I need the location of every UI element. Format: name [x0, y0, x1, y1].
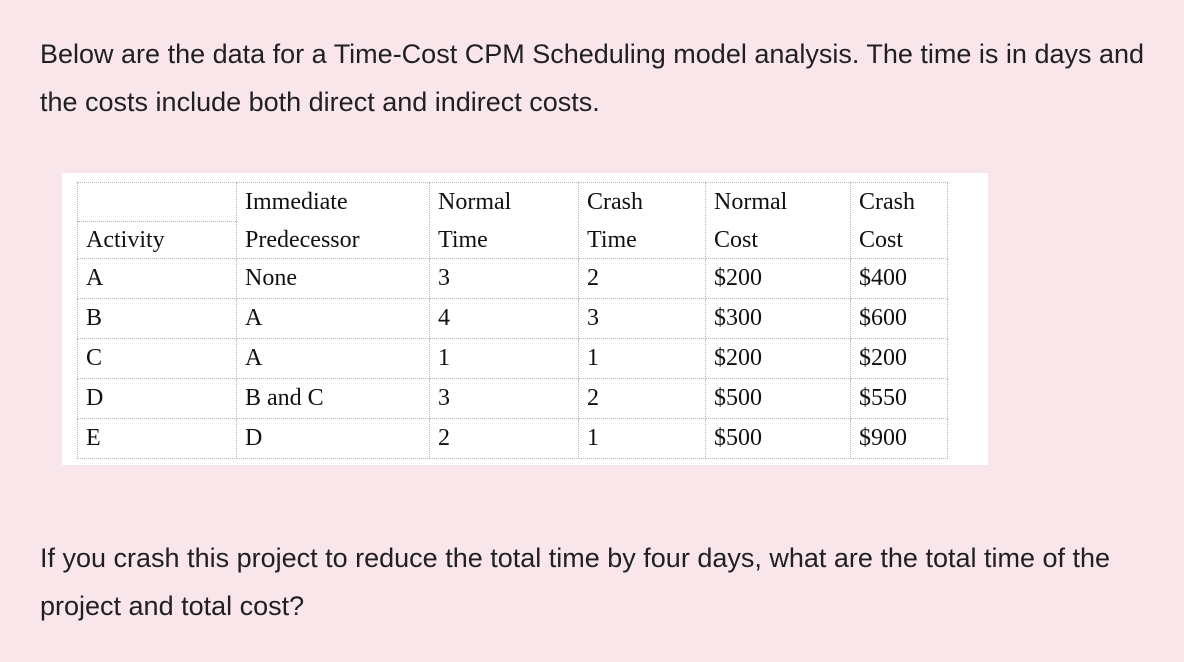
cell-predecessor: A [236, 338, 430, 379]
header-normal-cost: Cost [705, 221, 851, 259]
cell-normal-cost: $300 [705, 298, 851, 339]
cell-crash-cost: $200 [850, 338, 948, 379]
table-row: C A 1 1 $200 $200 [77, 338, 948, 379]
cell-normal-time: 2 [429, 418, 579, 459]
cell-normal-cost: $200 [705, 338, 851, 379]
cell-crash-cost: $900 [850, 418, 948, 459]
cell-crash-time: 1 [578, 338, 706, 379]
cell-activity: B [77, 298, 237, 339]
cell-normal-time: 3 [429, 258, 579, 299]
data-table-image: Immediate Normal Crash Normal Crash Acti… [62, 173, 988, 465]
cell-normal-cost: $200 [705, 258, 851, 299]
header-crash-time: Time [578, 221, 706, 259]
table-row: A None 3 2 $200 $400 [77, 258, 948, 299]
header-crash-time-top: Crash [578, 182, 706, 222]
cell-predecessor: A [236, 298, 430, 339]
cell-predecessor: D [236, 418, 430, 459]
cell-normal-cost: $500 [705, 378, 851, 419]
cell-crash-time: 2 [578, 258, 706, 299]
cell-predecessor: B and C [236, 378, 430, 419]
table-header-row-2: Activity Predecessor Time Time Cost Cost [77, 221, 948, 259]
cell-crash-cost: $600 [850, 298, 948, 339]
header-predecessor-top: Immediate [236, 182, 430, 222]
cell-normal-cost: $500 [705, 418, 851, 459]
question-paragraph: If you crash this project to reduce the … [40, 543, 1111, 621]
table-row: B A 4 3 $300 $600 [77, 298, 948, 339]
cell-normal-time: 1 [429, 338, 579, 379]
intro-paragraph: Below are the data for a Time-Cost CPM S… [40, 39, 1145, 117]
cell-activity: D [77, 378, 237, 419]
header-normal-time: Time [429, 221, 579, 259]
header-crash-cost-top: Crash [850, 182, 948, 222]
cell-crash-time: 1 [578, 418, 706, 459]
header-predecessor: Predecessor [236, 221, 430, 259]
table-header-row-1: Immediate Normal Crash Normal Crash [77, 182, 948, 222]
cell-crash-time: 2 [578, 378, 706, 419]
header-activity: Activity [77, 221, 237, 259]
cell-crash-cost: $400 [850, 258, 948, 299]
header-normal-time-top: Normal [429, 182, 579, 222]
cell-normal-time: 4 [429, 298, 579, 339]
time-cost-table: Immediate Normal Crash Normal Crash Acti… [77, 182, 948, 459]
header-activity-top [77, 182, 237, 222]
cell-activity: E [77, 418, 237, 459]
cell-activity: A [77, 258, 237, 299]
header-normal-cost-top: Normal [705, 182, 851, 222]
cell-crash-time: 3 [578, 298, 706, 339]
header-crash-cost: Cost [850, 221, 948, 259]
cell-normal-time: 3 [429, 378, 579, 419]
table-row: E D 2 1 $500 $900 [77, 418, 948, 459]
cell-predecessor: None [236, 258, 430, 299]
cell-crash-cost: $550 [850, 378, 948, 419]
cell-activity: C [77, 338, 237, 379]
